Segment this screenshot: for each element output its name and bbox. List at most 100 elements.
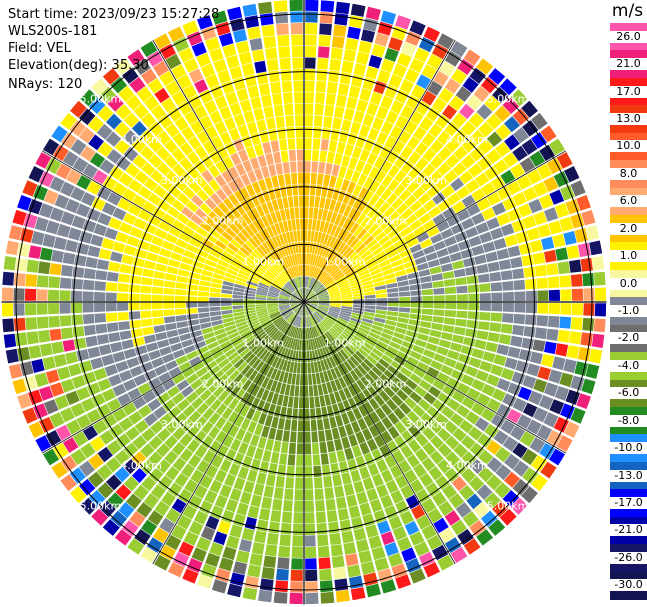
velocity-gate <box>39 171 55 188</box>
velocity-gate <box>314 477 323 489</box>
velocity-gate <box>117 302 129 311</box>
velocity-gate <box>341 436 351 449</box>
colorbar-tick-label: 13.0 <box>610 113 647 125</box>
velocity-gate <box>215 263 228 272</box>
velocity-gate <box>86 208 101 222</box>
velocity-gate <box>134 419 149 434</box>
velocity-gate <box>291 373 297 385</box>
velocity-gate <box>286 407 293 420</box>
velocity-gate <box>380 58 395 73</box>
velocity-gate <box>408 439 421 453</box>
velocity-gate <box>82 219 97 233</box>
velocity-gate <box>363 401 374 414</box>
velocity-gate <box>315 310 325 318</box>
velocity-gate <box>97 141 113 158</box>
velocity-gate <box>536 315 549 327</box>
velocity-gate <box>427 80 443 96</box>
velocity-gate <box>234 318 247 324</box>
velocity-gate <box>294 103 304 115</box>
velocity-gate <box>373 317 386 324</box>
velocity-gate <box>571 303 584 316</box>
velocity-gate <box>331 342 340 353</box>
velocity-gate <box>279 295 290 299</box>
velocity-gate <box>129 365 143 378</box>
velocity-gate <box>298 265 302 277</box>
velocity-gate <box>371 381 383 394</box>
velocity-gate <box>293 304 302 312</box>
velocity-gate <box>377 21 393 36</box>
velocity-gate <box>225 366 237 377</box>
velocity-gate <box>338 282 350 289</box>
velocity-gate <box>83 268 96 280</box>
velocity-gate <box>189 237 202 248</box>
velocity-gate <box>449 342 463 352</box>
velocity-gate <box>290 314 297 325</box>
velocity-gate <box>559 275 572 288</box>
velocity-gate <box>353 299 365 302</box>
velocity-gate <box>437 162 451 176</box>
velocity-gate <box>342 192 352 205</box>
velocity-gate <box>360 376 371 388</box>
velocity-gate <box>296 454 304 466</box>
velocity-gate <box>378 358 390 369</box>
velocity-gate <box>85 335 98 348</box>
velocity-gate <box>182 367 195 379</box>
velocity-gate <box>316 360 323 373</box>
velocity-gate <box>237 361 248 373</box>
velocity-gate <box>68 363 82 377</box>
velocity-gate <box>293 292 302 300</box>
velocity-gate <box>374 557 390 572</box>
velocity-gate <box>389 464 403 479</box>
velocity-gate <box>250 157 260 170</box>
velocity-gate <box>364 308 376 313</box>
velocity-gate <box>235 321 248 328</box>
velocity-gate <box>336 496 347 510</box>
velocity-gate <box>360 216 371 228</box>
velocity-gate <box>285 284 294 293</box>
velocity-gate <box>24 288 37 301</box>
velocity-gate <box>300 328 303 340</box>
velocity-gate <box>419 116 434 132</box>
velocity-gate <box>397 280 409 287</box>
velocity-gate <box>305 558 317 570</box>
velocity-gate <box>357 173 368 186</box>
velocity-gate <box>290 302 301 305</box>
velocity-gate <box>311 431 319 443</box>
velocity-gate <box>380 403 393 416</box>
velocity-gate <box>400 175 414 188</box>
velocity-gate <box>390 233 403 244</box>
velocity-gate <box>217 444 229 458</box>
velocity-gate <box>285 324 292 335</box>
velocity-gate <box>290 298 301 302</box>
velocity-gate <box>130 266 143 276</box>
velocity-gate <box>436 372 450 384</box>
velocity-gate <box>444 310 457 318</box>
velocity-gate <box>429 170 443 184</box>
velocity-gate <box>263 485 274 498</box>
velocity-gate <box>305 535 316 547</box>
velocity-gate <box>348 434 358 447</box>
velocity-gate <box>543 412 559 428</box>
velocity-gate <box>518 349 532 362</box>
velocity-gate <box>187 558 203 573</box>
velocity-gate <box>153 60 169 77</box>
velocity-gate <box>374 32 390 47</box>
velocity-gate <box>432 399 446 412</box>
velocity-gate <box>283 500 293 512</box>
velocity-gate <box>317 292 329 298</box>
velocity-gate <box>320 232 326 245</box>
velocity-gate <box>414 541 430 557</box>
velocity-gate <box>421 524 437 540</box>
velocity-gate <box>419 321 432 329</box>
velocity-gate <box>306 291 314 300</box>
velocity-gate <box>376 302 388 306</box>
velocity-gate <box>69 120 86 137</box>
velocity-gate <box>481 182 496 196</box>
velocity-gate <box>49 382 64 397</box>
velocity-gate <box>348 505 361 519</box>
velocity-gate <box>269 311 280 317</box>
velocity-gate <box>341 294 353 298</box>
velocity-gate <box>267 307 279 312</box>
velocity-gate <box>298 288 303 300</box>
velocity-gate <box>230 152 242 166</box>
